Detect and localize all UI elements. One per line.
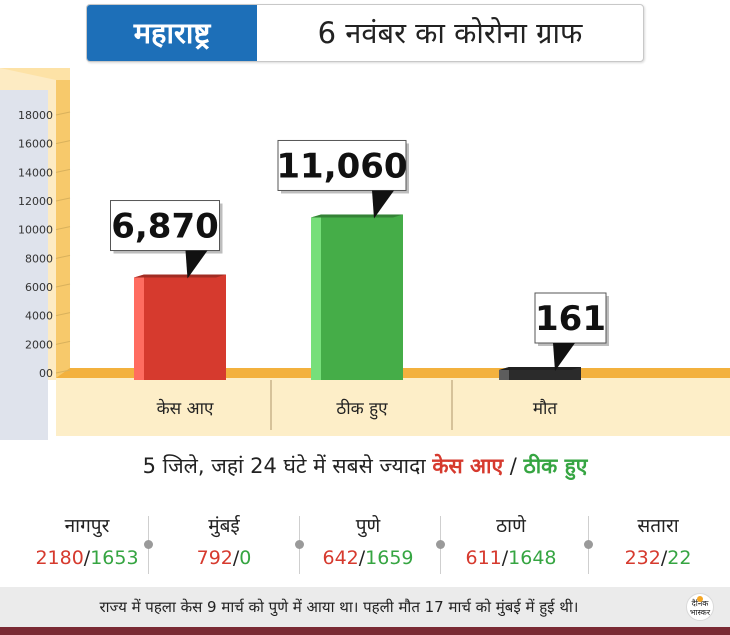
- value-label-pointer: [553, 343, 575, 371]
- state-label: महाराष्ट्र: [87, 5, 257, 61]
- y-tick-mark: [55, 226, 71, 231]
- value-separator: /: [232, 547, 240, 569]
- district-recovered: 1659: [365, 547, 414, 569]
- y-tick-label: 18000: [18, 109, 53, 122]
- y-tick-label: 4000: [25, 310, 53, 323]
- value-separator: /: [660, 547, 668, 569]
- divider-dot: [144, 540, 153, 549]
- district-recovered: 0: [239, 547, 252, 569]
- y-tick-label: 6000: [25, 281, 53, 294]
- chart-floor: [56, 378, 730, 436]
- left-wall: [0, 90, 48, 440]
- district-cases: 611: [465, 547, 502, 569]
- y-tick-mark: [55, 168, 71, 173]
- footer: राज्य में पहला केस 9 मार्च को पुणे में आ…: [0, 587, 730, 627]
- footer-note: राज्य में पहला केस 9 मार्च को पुणे में आ…: [99, 598, 579, 616]
- bar-top: [499, 367, 581, 370]
- y-tick-mark: [55, 254, 71, 259]
- y-tick-mark: [55, 197, 71, 202]
- y-tick-label: 10000: [18, 224, 53, 237]
- x-category-label: ठीक हुए: [336, 398, 388, 420]
- y-tick-mark: [55, 340, 71, 345]
- bar-side: [134, 274, 144, 380]
- district-cases: 792: [196, 547, 233, 569]
- brand-sun-icon: [697, 596, 703, 602]
- divider-dot: [295, 540, 304, 549]
- title-box: महाराष्ट्र 6 नवंबर का कोरोना ग्राफ: [86, 4, 644, 62]
- bottom-bar: [0, 627, 730, 635]
- value-label-pointer: [372, 190, 394, 219]
- districts-heading-text: 5 जिले, जहां 24 घंटे में सबसे ज्यादा: [142, 454, 433, 478]
- y-tick-label: 16000: [18, 138, 53, 151]
- district-name: ठाणे: [496, 515, 526, 537]
- value-separator: /: [358, 547, 366, 569]
- y-tick-label: 14000: [18, 166, 53, 179]
- brand-line2: भास्कर: [689, 608, 711, 617]
- value-label: 11,060: [276, 146, 407, 186]
- y-tick-label: 8000: [25, 252, 53, 265]
- district-cases: 2180: [35, 547, 84, 569]
- y-tick-mark: [55, 111, 71, 116]
- district-item: नागपुर 2180/1653: [17, 512, 157, 572]
- x-category-label: मौत: [533, 398, 558, 419]
- value-label-pointer: [185, 250, 208, 279]
- district-recovered: 1653: [90, 547, 139, 569]
- bar: [509, 367, 581, 380]
- bar-side: [499, 367, 509, 380]
- x-category-label: केस आए: [157, 398, 214, 419]
- value-label: 6,870: [111, 207, 219, 247]
- district-name: मुंबई: [208, 515, 240, 537]
- districts-heading: 5 जिले, जहां 24 घंटे में सबसे ज्यादा केस…: [0, 452, 730, 480]
- district-name: नागपुर: [64, 515, 110, 537]
- bar: [144, 274, 226, 380]
- bar-top: [311, 214, 403, 218]
- value-label-box: [277, 139, 407, 191]
- y-tick-label: 12000: [18, 195, 53, 208]
- y-tick-mark: [55, 283, 71, 288]
- value-label-box: [110, 200, 220, 252]
- district-recovered: 22: [667, 547, 692, 569]
- legend-recovered: ठीक हुए: [523, 454, 588, 478]
- axis-panel-edge: [56, 80, 70, 380]
- legend-cases: केस आए: [432, 454, 504, 478]
- y-tick-label: 00: [39, 367, 53, 380]
- district-item: ठाणे 611/1648: [441, 512, 581, 572]
- y-tick-mark: [55, 312, 71, 317]
- y-tick-mark: [55, 140, 71, 145]
- divider-dot: [436, 540, 445, 549]
- district-recovered: 1648: [508, 547, 557, 569]
- district-name: पुणे: [355, 515, 381, 537]
- value-separator: /: [83, 547, 91, 569]
- district-item: सतारा 232/22: [588, 512, 728, 572]
- district-item: मुंबई 792/0: [154, 512, 294, 572]
- bar-top: [134, 274, 226, 278]
- bar-side: [311, 214, 321, 380]
- district-name: सतारा: [637, 515, 679, 537]
- brand-line1: दैनिक: [691, 599, 709, 608]
- value-label: 161: [535, 299, 606, 339]
- bar-chart: 00 2000 4000 6000 8000 10000 12000 14000 16000 18…: [0, 68, 730, 440]
- district-item: पुणे 642/1659: [298, 512, 438, 572]
- y-tick-mark: [55, 369, 71, 374]
- district-cases: 642: [322, 547, 359, 569]
- y-tick-label: 2000: [25, 338, 53, 351]
- divider-dot: [584, 540, 593, 549]
- legend-separator: /: [503, 454, 524, 478]
- bar: [321, 214, 403, 380]
- value-separator: /: [501, 547, 509, 569]
- page-title: 6 नवंबर का कोरोना ग्राफ: [317, 16, 583, 50]
- district-cases: 232: [624, 547, 661, 569]
